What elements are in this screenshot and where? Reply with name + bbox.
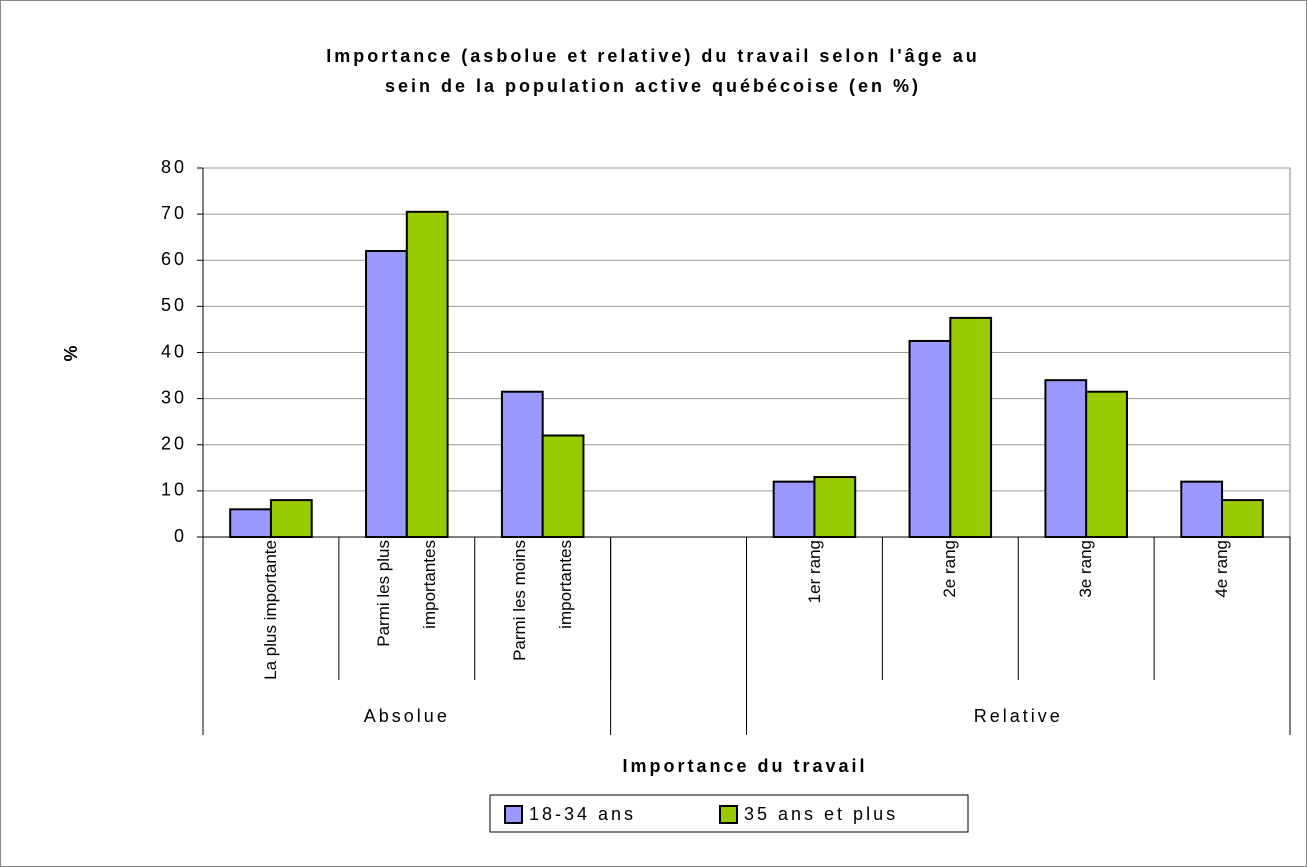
bar bbox=[908, 339, 952, 538]
bar bbox=[229, 508, 272, 539]
x-tick-label: 2e rang bbox=[882, 540, 1018, 680]
bar bbox=[772, 480, 816, 538]
bar bbox=[1044, 379, 1088, 538]
y-tick-label: 0 bbox=[174, 526, 187, 546]
x-tick-label: 3e rang bbox=[1018, 540, 1154, 680]
bar bbox=[813, 476, 857, 539]
x-tick-text: La plus importante bbox=[261, 540, 280, 680]
legend-swatch bbox=[504, 805, 523, 824]
chart-title: sein de la population active québécoise … bbox=[385, 76, 921, 96]
bar bbox=[405, 210, 449, 538]
y-tick-label: 10 bbox=[161, 480, 187, 500]
chart-title: Importance (asbolue et relative) du trav… bbox=[326, 46, 979, 66]
x-tick-text: Parmi les moins importantes bbox=[509, 540, 575, 661]
x-tick-text: 4e rang bbox=[1212, 540, 1232, 598]
y-tick-label: 20 bbox=[161, 434, 187, 454]
bar bbox=[1085, 390, 1128, 538]
bar bbox=[1180, 480, 1224, 538]
y-tick-label: 30 bbox=[161, 387, 187, 407]
group-label: Relative bbox=[974, 706, 1063, 726]
bar bbox=[949, 316, 993, 538]
x-tick-label: 4e rang bbox=[1154, 540, 1290, 680]
y-tick-label: 80 bbox=[161, 157, 187, 177]
x-tick-label: Parmi les moins importantes bbox=[475, 540, 611, 680]
legend-label: 18-34 ans bbox=[529, 804, 636, 824]
y-tick-label: 40 bbox=[161, 341, 187, 361]
x-tick-text: 3e rang bbox=[1076, 540, 1096, 598]
bar bbox=[500, 390, 544, 538]
x-tick-label: La plus importante bbox=[203, 540, 339, 680]
x-tick-label: Parmi les plus importantes bbox=[339, 540, 475, 680]
legend-label: 35 ans et plus bbox=[744, 804, 898, 824]
bar bbox=[269, 499, 313, 539]
legend-swatch bbox=[719, 805, 738, 824]
y-tick-label: 70 bbox=[161, 203, 187, 223]
y-axis-label: % bbox=[61, 342, 81, 361]
x-tick-label: 1er rang bbox=[747, 540, 883, 680]
x-tick-text: Parmi les plus importantes bbox=[373, 540, 439, 647]
bar bbox=[541, 434, 585, 538]
x-axis-label: Importance du travail bbox=[622, 756, 867, 776]
group-label: Absolue bbox=[364, 706, 450, 726]
bar bbox=[1221, 499, 1264, 539]
bar bbox=[365, 250, 408, 538]
x-tick-text: 1er rang bbox=[804, 540, 824, 604]
y-tick-label: 50 bbox=[161, 295, 187, 315]
y-tick-label: 60 bbox=[161, 249, 187, 269]
x-tick-text: 2e rang bbox=[940, 540, 960, 598]
